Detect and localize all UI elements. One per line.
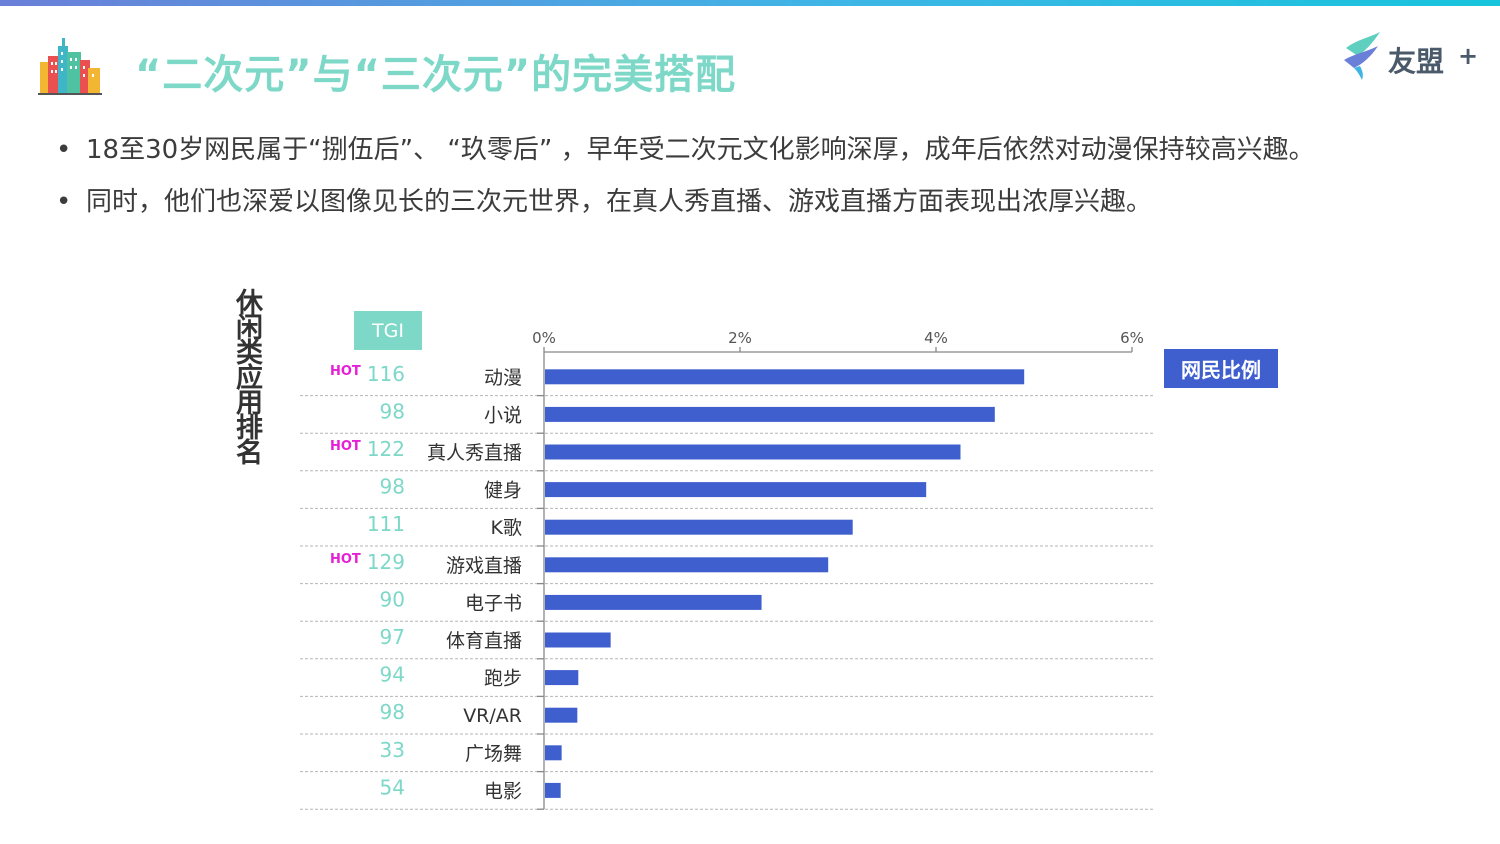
brand-plus: + — [1458, 42, 1479, 70]
tgi-value: 129 — [367, 550, 405, 574]
hot-badge: HOT — [330, 364, 361, 379]
bullet-text: 同时，他们也深爱以图像见长的三次元世界，在真人秀直播、游戏直播方面表现出浓厚兴趣… — [86, 187, 1153, 217]
city-buildings-icon — [38, 38, 102, 95]
category-label: 游戏直播 — [446, 555, 522, 577]
bar — [545, 632, 611, 648]
brand-name: 友盟 — [1388, 45, 1445, 78]
bullet-item: • 同时，他们也深爱以图像见长的三次元世界，在真人秀直播、游戏直播方面表现出浓厚… — [56, 176, 1396, 228]
tgi-value: 54 — [380, 775, 405, 799]
category-label: 健身 — [484, 480, 522, 502]
tgi-value: 116 — [367, 362, 405, 386]
page-title: “二次元”与“三次元”的完美搭配 — [135, 52, 737, 98]
tgi-value: 97 — [380, 625, 405, 649]
tgi-value: 98 — [380, 700, 405, 724]
tgi-value: 33 — [380, 738, 405, 762]
bullet-text: 18至30岁网民属于“捌伍后”、 “玖零后” ，早年受二次元文化影响深厚，成年后… — [86, 135, 1315, 165]
category-label: 真人秀直播 — [427, 442, 522, 464]
tgi-value: 90 — [380, 587, 405, 611]
bullet-dot-icon: • — [56, 187, 72, 217]
category-label: VR/AR — [463, 705, 522, 727]
bullet-list: • 18至30岁网民属于“捌伍后”、 “玖零后” ，早年受二次元文化影响深厚，成… — [56, 124, 1396, 228]
x-tick-label: 6% — [1120, 329, 1144, 347]
bar — [545, 519, 853, 535]
tgi-header: TGI — [354, 311, 422, 350]
hot-badge: HOT — [330, 439, 361, 454]
category-label: 电影 — [484, 780, 522, 802]
category-label: 跑步 — [484, 668, 522, 690]
tgi-value: 111 — [367, 512, 405, 536]
tgi-value: 98 — [380, 475, 405, 499]
x-tick-label: 4% — [924, 329, 948, 347]
tgi-value: 122 — [367, 437, 405, 461]
x-tick-label: 2% — [728, 329, 752, 347]
bar — [545, 670, 579, 686]
bar — [545, 444, 961, 460]
bar — [545, 406, 995, 422]
category-label: 体育直播 — [446, 630, 522, 652]
category-label: 广场舞 — [465, 743, 522, 765]
category-label: K歌 — [491, 517, 522, 539]
bar — [545, 707, 578, 723]
tgi-value: 94 — [380, 663, 405, 687]
chart-side-label: 休闲类应用排名 — [231, 288, 262, 463]
bar — [545, 369, 1025, 385]
bird-logo-icon — [1344, 32, 1380, 80]
bullet-item: • 18至30岁网民属于“捌伍后”、 “玖零后” ，早年受二次元文化影响深厚，成… — [56, 124, 1396, 176]
hot-badge: HOT — [330, 552, 361, 567]
x-tick-label: 0% — [532, 329, 556, 347]
bar — [545, 745, 562, 761]
bar — [545, 482, 927, 498]
category-label: 小说 — [484, 404, 522, 426]
brand-logo: 友盟 + — [1340, 30, 1480, 82]
bar — [545, 594, 762, 610]
bullet-dot-icon: • — [56, 135, 72, 165]
top-gradient-bar — [0, 0, 1500, 6]
tgi-value: 98 — [380, 399, 405, 423]
category-label: 电子书 — [465, 592, 522, 614]
chart-legend: 网民比例 — [1164, 349, 1278, 388]
category-label: 动漫 — [484, 367, 522, 389]
bar — [545, 782, 561, 798]
bar — [545, 557, 829, 573]
